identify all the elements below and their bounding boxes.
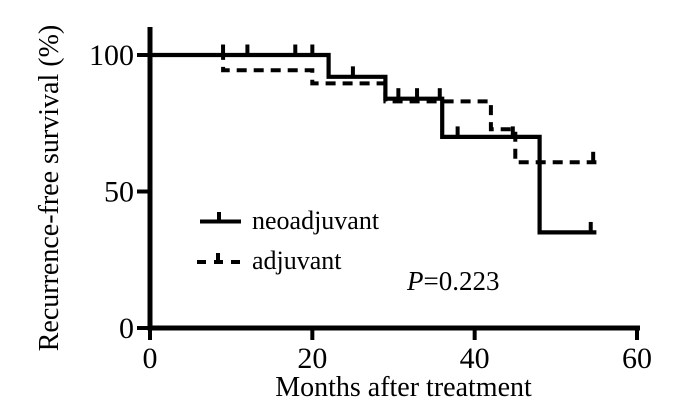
survival-curve-neoadjuvant	[150, 52, 597, 235]
x-axis-title: Months after treatment	[275, 372, 532, 403]
x-tick-label: 20	[297, 342, 327, 375]
p-value-symbol: P	[407, 266, 424, 296]
y-tick-label: 0	[119, 312, 134, 345]
p-value-number: =0.223	[423, 266, 500, 296]
legend-label-adjuvant: adjuvant	[252, 246, 342, 275]
x-tick-label: 0	[143, 342, 158, 375]
y-axis-title: Recurrence-free survival (%)	[34, 24, 65, 352]
legend-label-neoadjuvant: neoadjuvant	[252, 206, 380, 235]
y-tick-label: 100	[89, 39, 134, 72]
x-tick-label: 60	[622, 342, 652, 375]
p-value-annotation: P=0.223	[407, 266, 499, 297]
survival-curve-adjuvant	[150, 53, 597, 165]
x-tick-label: 40	[460, 342, 490, 375]
y-tick-label: 50	[104, 176, 134, 209]
